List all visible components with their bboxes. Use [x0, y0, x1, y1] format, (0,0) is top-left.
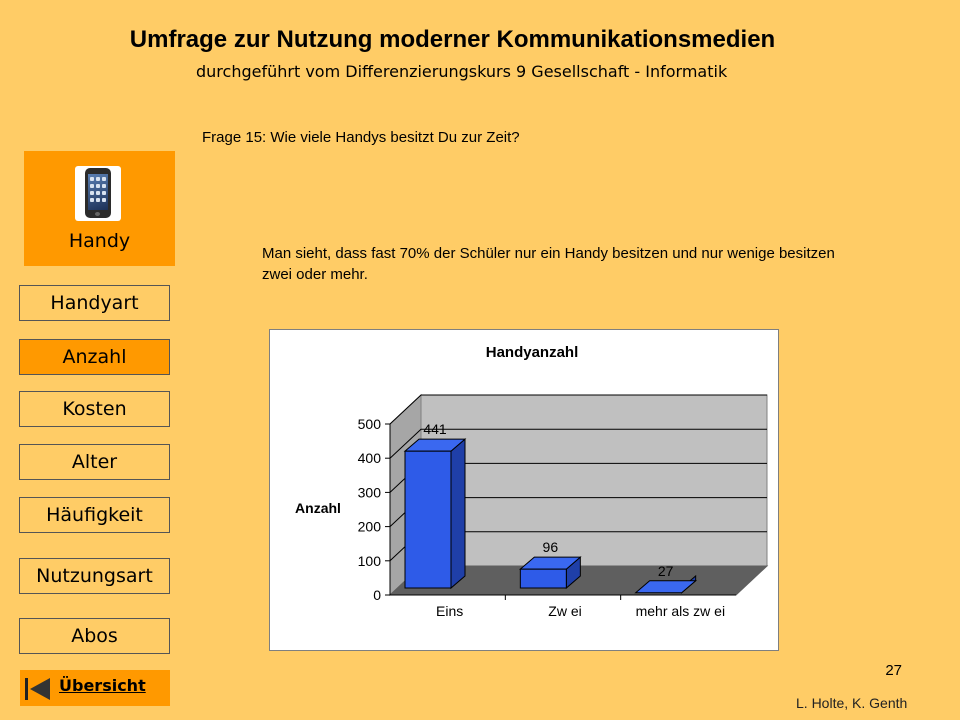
nav-button-kosten[interactable]: Kosten	[19, 391, 170, 427]
category-label: Handy	[68, 230, 131, 252]
back-arrow-triangle	[30, 678, 50, 700]
chart-svg: 0 100 200 300 400 500 441 Eins 96 Zw ei 27 mehr als…	[295, 344, 769, 619]
back-arrow-icon	[25, 678, 28, 700]
data-label: 441	[423, 421, 447, 437]
nav-button-handyart[interactable]: Handyart	[19, 285, 170, 321]
bar-top	[634, 580, 698, 594]
chart-title: Handyanzahl	[486, 344, 579, 361]
nav-button-alter[interactable]: Alter	[19, 444, 170, 480]
category-card: Handy	[24, 151, 175, 266]
x-tick-label: Zw ei	[548, 603, 581, 619]
authors-credit: L. Holte, K. Genth	[796, 695, 908, 711]
nav-button-abos[interactable]: Abos	[19, 618, 170, 654]
bar-chart: 0 100 200 300 400 500 441 Eins 96 Zw ei 27 mehr als…	[269, 329, 779, 651]
description-text: Man sieht, dass fast 70% der Schüler nur…	[262, 245, 835, 283]
mobile-phone-icon	[75, 166, 121, 221]
page-subtitle: durchgeführt vom Differenzierungskurs 9 …	[196, 62, 728, 81]
y-tick-label: 400	[358, 450, 382, 466]
chart-back-wall	[420, 394, 768, 567]
gridline	[389, 428, 767, 459]
question-text: Frage 15: Wie viele Handys besitzt Du zu…	[202, 129, 520, 146]
y-tick-label: 100	[358, 553, 382, 569]
page-number: 27	[885, 662, 902, 679]
bar	[404, 450, 452, 589]
y-tick-label: 300	[358, 484, 382, 500]
nav-button-haeufigkeit[interactable]: Häufigkeit	[19, 497, 170, 533]
x-tick-label: mehr als zw ei	[636, 603, 725, 619]
y-tick-label: 200	[358, 519, 382, 535]
nav-button-nutzungsart[interactable]: Nutzungsart	[19, 558, 170, 594]
page-title: Umfrage zur Nutzung moderner Kommunikati…	[129, 26, 776, 53]
y-axis-label: Anzahl	[295, 500, 341, 516]
data-label: 27	[658, 563, 674, 579]
nav-button-anzahl[interactable]: Anzahl	[19, 339, 170, 375]
bar	[519, 568, 567, 589]
bar-side	[450, 438, 466, 590]
overview-label: Übersicht	[59, 676, 146, 695]
y-tick-label: 500	[358, 416, 382, 432]
data-label: 96	[543, 539, 559, 555]
overview-button[interactable]: Übersicht	[20, 670, 170, 706]
y-tick-label: 0	[373, 587, 381, 603]
gridline	[389, 394, 767, 425]
x-tick-label: Eins	[436, 603, 463, 619]
